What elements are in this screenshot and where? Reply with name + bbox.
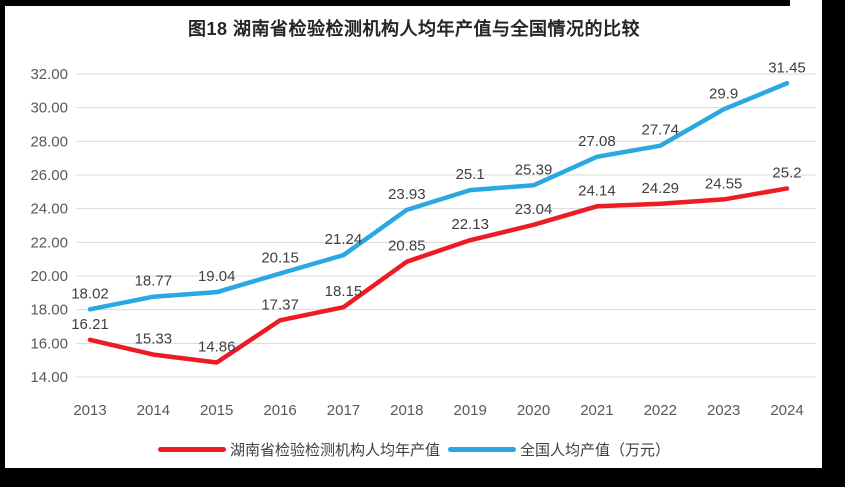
svg-text:2018: 2018 [390,402,423,419]
svg-text:23.04: 23.04 [515,201,553,218]
hunan-line-swatch-icon [157,447,226,452]
svg-text:22.00: 22.00 [30,234,68,251]
svg-text:15.33: 15.33 [135,331,173,348]
svg-text:20.00: 20.00 [30,268,68,285]
svg-text:14.86: 14.86 [198,339,236,356]
chart-title: 图18 湖南省检验检测机构人均年产值与全国情况的比较 [187,19,641,39]
svg-text:29.9: 29.9 [709,85,738,102]
national-line-swatch-icon [448,447,516,452]
svg-text:24.29: 24.29 [641,180,679,197]
svg-text:2016: 2016 [263,402,296,419]
legend-label-hunan: 湖南省检验检测机构人均年产值 [229,442,440,459]
svg-text:2024: 2024 [770,402,803,419]
frame-top-bar [0,0,790,6]
frame-bottom-bar [0,468,845,487]
svg-text:21.24: 21.24 [325,231,363,248]
svg-text:27.08: 27.08 [578,133,616,150]
svg-text:32.00: 32.00 [30,66,68,83]
svg-text:24.14: 24.14 [578,182,616,199]
svg-text:28.00: 28.00 [30,133,68,150]
svg-text:27.74: 27.74 [641,122,679,139]
svg-text:24.00: 24.00 [30,201,68,218]
svg-text:2019: 2019 [453,402,486,419]
legend-item-hunan: 湖南省检验检测机构人均年产值 [157,439,440,460]
chart-legend: 湖南省检验检测机构人均年产值 全国人均产值（万元） [0,439,828,460]
legend-item-national: 全国人均产值（万元） [448,439,670,460]
svg-text:20.85: 20.85 [388,238,426,255]
svg-text:2014: 2014 [137,402,170,419]
frame-left-bar [0,0,5,487]
svg-text:24.55: 24.55 [705,175,743,192]
svg-text:16.21: 16.21 [71,316,109,333]
svg-text:16.00: 16.00 [30,335,68,352]
svg-text:2021: 2021 [580,402,613,419]
svg-text:25.2: 25.2 [772,164,801,181]
svg-text:2022: 2022 [644,402,677,419]
legend-label-national: 全国人均产值（万元） [520,442,671,459]
svg-text:2013: 2013 [73,402,106,419]
svg-text:23.93: 23.93 [388,186,426,203]
frame-right-bar [822,0,845,487]
svg-text:26.00: 26.00 [30,167,68,184]
svg-text:17.37: 17.37 [261,296,299,313]
svg-text:19.04: 19.04 [198,268,236,285]
svg-text:2017: 2017 [327,402,360,419]
svg-text:18.02: 18.02 [71,285,109,302]
svg-text:2023: 2023 [707,402,740,419]
svg-text:14.00: 14.00 [30,369,68,386]
line-chart: 14.00 16.00 18.00 20.00 22.00 24.00 26.00 28.00… [30,59,816,419]
svg-text:31.45: 31.45 [768,59,806,76]
svg-text:25.39: 25.39 [515,161,553,178]
svg-text:2020: 2020 [517,402,550,419]
svg-text:20.15: 20.15 [261,249,299,266]
svg-text:2015: 2015 [200,402,233,419]
svg-text:30.00: 30.00 [30,100,68,117]
svg-text:25.1: 25.1 [456,166,485,183]
svg-text:18.15: 18.15 [325,283,363,300]
svg-text:18.77: 18.77 [135,273,173,290]
svg-text:22.13: 22.13 [451,216,489,233]
svg-text:18.00: 18.00 [30,302,68,319]
